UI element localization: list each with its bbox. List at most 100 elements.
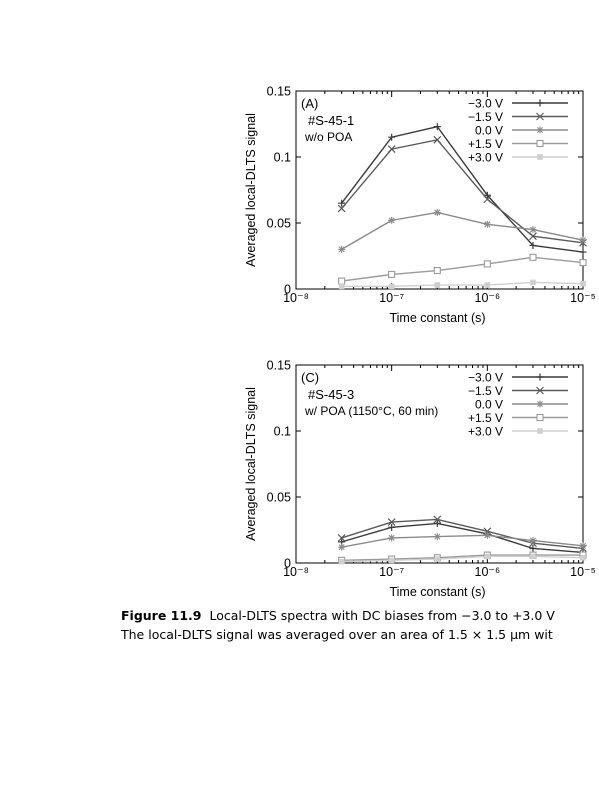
series-line: [341, 554, 583, 562]
plot-frame: [295, 90, 584, 290]
data-point: [388, 216, 396, 224]
legend-marker: [536, 139, 544, 148]
panel-label: (A): [301, 96, 318, 111]
data-point: [529, 537, 537, 545]
series-line: [341, 518, 584, 550]
data-point: [529, 241, 537, 249]
y-axis-title: Averaged local-DLTS signal: [244, 387, 258, 541]
data-point: [387, 518, 396, 527]
plot-frame: [295, 364, 584, 564]
x-axis-title: Time constant (s): [389, 311, 485, 325]
series-4: [338, 553, 586, 565]
data-point: [529, 232, 537, 241]
y-tick-label: 0.1: [274, 151, 291, 165]
series-line: [341, 534, 584, 548]
data-point: [483, 195, 492, 204]
series-line: [341, 256, 584, 282]
legend-marker: [536, 413, 544, 422]
legend-marker: [537, 428, 543, 434]
condition-label: w/o POA: [304, 130, 352, 144]
caption-figure-number: Figure 11.9: [121, 608, 202, 623]
data-point: [529, 544, 537, 552]
series-4: [338, 279, 586, 290]
data-point: [388, 270, 396, 279]
series-line: [341, 211, 584, 251]
data-point: [434, 556, 441, 562]
series-0: [338, 123, 587, 256]
x-tick-label: 10⁻⁷: [379, 565, 405, 579]
legend-marker: [536, 386, 544, 395]
y-tick-label: 0: [284, 557, 291, 571]
data-point: [338, 199, 346, 207]
y-axis-title: Averaged local-DLTS signal: [244, 113, 258, 267]
data-point: [484, 282, 491, 288]
caption-line-2: The local-DLTS signal was averaged over …: [121, 627, 553, 642]
series-2: [338, 208, 587, 253]
sample-id-label: #S-45-1: [308, 113, 354, 128]
data-point: [433, 208, 441, 216]
series-line: [341, 555, 584, 563]
data-point: [433, 266, 441, 275]
data-point: [529, 226, 537, 234]
sample-id-label: #S-45-3: [308, 387, 354, 402]
data-point: [337, 204, 346, 213]
data-point: [530, 279, 536, 286]
series-line: [341, 125, 584, 253]
series-3: [338, 253, 587, 285]
data-point: [388, 283, 395, 290]
data-point: [338, 245, 346, 253]
data-point: [338, 277, 346, 285]
legend-label: 0.0 V: [475, 124, 503, 138]
y-tick-label: 0.1: [274, 425, 291, 439]
series-2: [338, 531, 587, 551]
y-tick-label: 0.05: [267, 491, 291, 505]
data-point: [433, 519, 441, 527]
series-line: [341, 522, 584, 554]
data-point: [433, 135, 442, 144]
data-point: [530, 553, 536, 560]
data-point: [579, 248, 587, 256]
data-point: [529, 253, 537, 261]
y-tick-label: 0.15: [267, 359, 291, 373]
y-tick-label: 0: [284, 283, 291, 297]
chart-panel-c: 0 0.05 0.1 0.15 10⁻⁸ 10⁻⁷ 10⁻⁶ 10⁻⁵ Time constan…: [244, 359, 596, 600]
series-line: [341, 281, 584, 288]
legend-label: +1.5 V: [468, 137, 503, 151]
data-point: [338, 558, 345, 565]
legend-marker: [536, 99, 544, 107]
x-tick-label: 10⁻⁷: [379, 291, 405, 305]
data-point: [580, 280, 586, 287]
legend-label: −3.0 V: [468, 97, 503, 111]
data-point: [387, 145, 396, 154]
condition-label: w/ POA (1150°C, 60 min): [304, 404, 438, 418]
figure-caption: Figure 11.9 Local-DLTS spectra with DC b…: [121, 606, 599, 644]
x-axis-title: Time constant (s): [389, 585, 485, 599]
data-point: [580, 554, 586, 561]
panel-label: (C): [301, 370, 319, 385]
legend-label: −1.5 V: [468, 384, 503, 398]
data-point: [388, 557, 395, 564]
data-point: [579, 542, 587, 550]
data-point: [483, 531, 491, 539]
legend-marker: [536, 400, 544, 408]
legend-label: +3.0 V: [468, 425, 503, 439]
data-point: [484, 553, 491, 560]
legend-label: +3.0 V: [468, 151, 503, 165]
chart-panel-a: 0 0.05 0.1 0.15 10⁻⁸ 10⁻⁷ 10⁻⁶ 10⁻⁵ Time constan…: [244, 85, 596, 326]
series-line: [341, 139, 584, 244]
series-1: [337, 515, 587, 553]
data-point: [338, 543, 346, 551]
data-point: [483, 260, 491, 268]
data-point: [433, 515, 442, 524]
x-tick-label: 10⁻⁵: [570, 291, 596, 305]
x-tick-label: 10⁻⁸: [283, 565, 309, 579]
caption-text-1: Local-DLTS spectra with DC biases from −…: [209, 608, 555, 623]
legend-marker: [537, 154, 543, 160]
legend-label: +1.5 V: [468, 411, 503, 425]
legend-label: −3.0 V: [468, 371, 503, 385]
y-tick-label: 0.15: [267, 85, 291, 99]
data-point: [337, 533, 346, 542]
data-point: [388, 523, 396, 531]
data-point: [433, 533, 441, 541]
